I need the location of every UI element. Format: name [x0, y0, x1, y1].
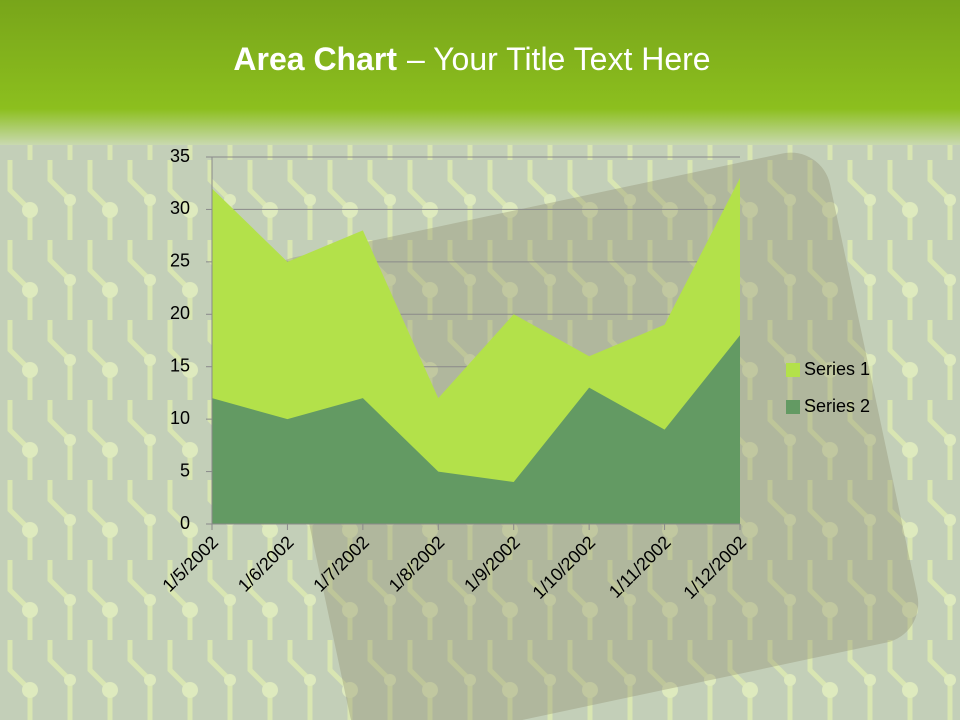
area — [212, 335, 740, 524]
legend-label: Series 2 — [804, 396, 870, 416]
y-tick-label: 25 — [170, 251, 190, 271]
legend-label: Series 1 — [804, 359, 870, 379]
y-tick-label: 15 — [170, 355, 190, 375]
y-tick-label: 30 — [170, 198, 190, 218]
legend-swatch — [786, 400, 800, 414]
title-bold: Area Chart — [233, 41, 397, 77]
y-tick-label: 5 — [180, 460, 190, 480]
title-band — [0, 0, 960, 145]
y-tick-label: 35 — [170, 146, 190, 166]
slide-title: Area Chart – Your Title Text Here — [233, 41, 710, 77]
y-tick-label: 20 — [170, 303, 190, 323]
y-tick-label: 0 — [180, 513, 190, 533]
legend-swatch — [786, 363, 800, 377]
title-rest: – Your Title Text Here — [407, 41, 711, 77]
y-tick-label: 10 — [170, 408, 190, 428]
